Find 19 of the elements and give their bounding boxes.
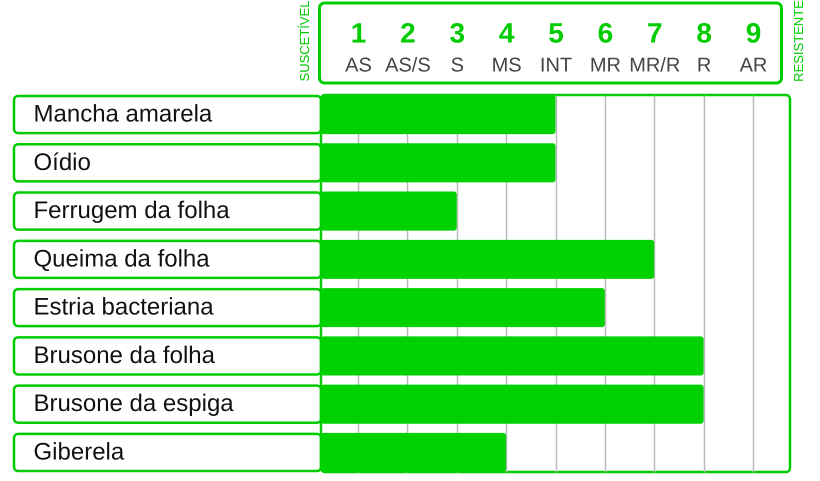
y-tick-label: Oídio: [34, 148, 91, 176]
x-tick-label: 1 AS: [345, 18, 372, 76]
x-tick-label: 5 INT: [540, 18, 572, 76]
x-tick-label: 7 MR/R: [629, 18, 680, 76]
y-tick-label: Mancha amarela: [34, 100, 213, 128]
text: RESISTENTE: [791, 0, 806, 82]
y-tick-label: Ferrugem da folha: [34, 197, 230, 224]
y-tick-label: Brusone da espiga: [34, 390, 234, 418]
y-tick-label: Queima da folha: [34, 245, 210, 272]
x-tick-label: 6 MR: [590, 18, 621, 76]
text: SUSCETÍVEL: [297, 0, 312, 82]
x-tick-label: 4 MS: [492, 18, 522, 76]
x-tick-label: 3 S: [449, 18, 466, 76]
x-tick-label: 2 AS/S: [385, 18, 431, 76]
y-tick-label: Giberela: [34, 438, 125, 466]
y-tick-label: Brusone da folha: [34, 342, 216, 369]
x-tick-label: 9 AR: [740, 18, 768, 76]
x-tick-label: 8 R: [696, 18, 712, 76]
y-tick-label: Estria bacteriana: [34, 294, 214, 321]
